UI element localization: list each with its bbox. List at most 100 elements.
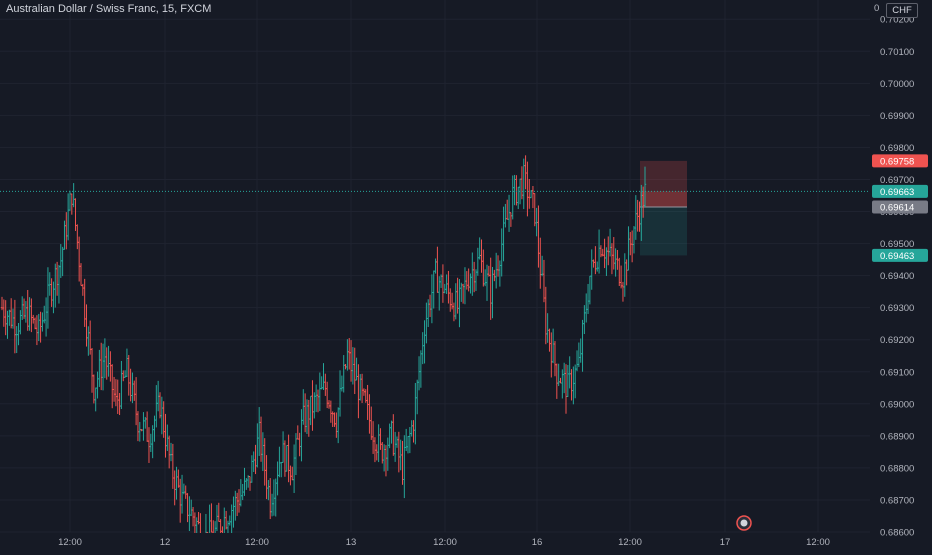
price-tick-label: 0.68800 [880,463,914,474]
ohlc-bar [114,379,118,407]
ohlc-bar [217,502,220,522]
ohlc-bar [133,380,136,401]
ohlc-bar [546,313,549,343]
ohlc-bar [131,372,134,404]
ohlc-bar [179,478,182,523]
time-axis[interactable]: 12:00 12 12:00 13 12:00 16 12:00 17 12:00 [0,533,870,550]
ohlc-bar [520,166,524,200]
ohlc-bar [434,258,437,274]
ohlc-bar [528,178,531,209]
ohlc-bar [182,483,186,495]
ohlc-bar [507,194,511,232]
ohlc-bar [98,349,101,387]
time-axis-background [0,533,870,550]
ohlc-bar [588,275,592,305]
ohlc-bar [634,195,638,240]
price-tick-label: 0.70200 [880,15,914,26]
ohlc-bar [517,186,520,210]
ohlc-bar [8,309,11,326]
ohlc-bar [309,395,312,426]
ohlc-bar [472,261,476,293]
price-tick-label: 0.69800 [880,143,914,154]
ohlc-bar [368,394,371,434]
ohlc-bar [43,305,46,324]
ohlc-bar [153,415,156,442]
ohlc-bar [248,476,252,491]
ohlc-bar [441,264,445,303]
ohlc-bar [158,392,162,419]
price-badges: 0.69758 0.69663 0.69614 0.69463 [872,154,928,262]
ohlc-bar [524,155,527,190]
ohlc-bar [359,374,362,401]
ohlc-bar [465,271,468,290]
ohlc-bar [274,478,277,517]
ohlc-bar [142,412,145,441]
ohlc-bar [116,379,119,414]
ohlc-bar [607,236,610,266]
ohlc-bar [186,493,189,523]
ohlc-bar [37,313,40,342]
ohlc-bar [335,412,338,438]
ohlc-bar [2,299,6,327]
ohlc-bar [370,406,373,440]
ohlc-bar [79,263,83,287]
ohlc-bar [280,461,283,478]
ohlc-bar [252,451,255,472]
price-tick-label: 0.69400 [880,271,914,282]
ohlc-bar [540,255,544,277]
ohlc-bar [314,384,318,412]
ohlc-bar [171,443,175,489]
price-tick-label: 0.69100 [880,367,914,378]
ohlc-bar [526,161,529,217]
ohlc-bar [305,399,309,434]
price-axis[interactable]: 0.702000.701000.700000.699000.698000.697… [870,0,932,550]
ohlc-bar [302,389,305,425]
ohlc-bar [478,237,481,260]
currency-button[interactable]: CHF [886,3,918,18]
target-price-badge-label: 0.69463 [880,251,914,262]
ohlc-bar [184,485,187,499]
take-profit-zone[interactable] [640,207,687,256]
ohlc-bar [129,368,132,402]
ohlc-bar [278,446,281,478]
ohlc-bar [92,374,96,404]
ohlc-bar [215,504,219,531]
ohlc-bar [476,247,480,276]
ohlc-bar [632,225,636,254]
stop-loss-zone[interactable] [640,160,687,208]
ohlc-bar [553,341,557,377]
ohlc-bar [373,437,377,463]
ohlc-bar [111,364,114,409]
event-marker[interactable] [736,515,752,531]
time-tick-label: 12 [160,537,171,548]
symbol-title: Australian Dollar / Swiss Franc, 15, FXC… [6,3,212,15]
ohlc-bar [570,369,573,401]
ohlc-bar [55,261,59,296]
ohlc-bar [33,317,37,330]
stop-price-badge-bg [872,154,928,168]
ohlc-bar [41,312,44,332]
ohlc-bar [417,356,421,391]
ohlc-bar [237,489,241,513]
ohlc-bar [404,428,408,452]
ohlc-bar [112,376,116,402]
ohlc-bar [85,304,88,347]
ohlc-bar [261,432,265,472]
ohlc-bar [72,183,75,208]
long-short-position-tool[interactable] [640,160,687,256]
ohlc-bar [482,249,485,287]
ohlc-bar [4,300,7,336]
ohlc-bar [263,438,266,486]
ohlc-bar [636,199,639,232]
ohlc-bar [265,455,268,500]
ohlc-bar [138,421,141,442]
ohlc-bar [188,496,191,532]
ohlc-bar [300,409,303,462]
ohlc-bar [544,286,547,345]
ohlc-bar [234,490,237,521]
ohlc-bar [590,249,593,290]
price-axis-top-tick: 0 [874,3,880,14]
ohlc-bar [460,282,463,302]
